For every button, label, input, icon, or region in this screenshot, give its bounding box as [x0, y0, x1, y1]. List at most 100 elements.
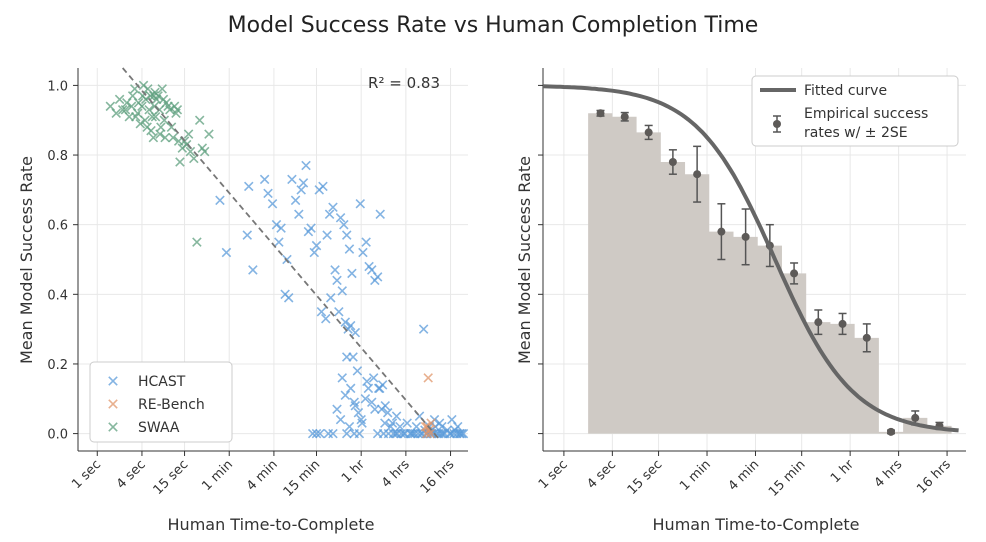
- swaa-point: [149, 91, 159, 101]
- x-tick-label: 15 min: [281, 457, 324, 500]
- y-tick-label: 0.0: [47, 428, 68, 443]
- hcast-point: [455, 428, 466, 439]
- hcast-point: [340, 317, 351, 327]
- left-y-axis-label: Mean Model Success Rate: [17, 156, 36, 364]
- swaa-point: [166, 122, 177, 132]
- swaa-point: [192, 237, 202, 247]
- hcast-point: [248, 265, 258, 275]
- hcast-point: [335, 414, 346, 425]
- hcast-point: [215, 195, 225, 206]
- swaa-point: [120, 105, 131, 115]
- hcast-point: [311, 240, 322, 251]
- hcast-point: [324, 209, 335, 220]
- swaa-point: [137, 91, 148, 101]
- swaa-point: [133, 98, 144, 108]
- hcast-point: [356, 414, 366, 425]
- hcast-point: [375, 209, 385, 220]
- hcast-point: [363, 383, 374, 394]
- hcast-point: [311, 428, 322, 439]
- right-legend: Fitted curve Empirical success rates w/ …: [751, 75, 959, 147]
- x-tick-label: 1 sec: [536, 457, 571, 492]
- hcast-point: [221, 247, 232, 258]
- x-tick-label: 16 hrs: [914, 457, 954, 497]
- right-legend-box: [751, 75, 959, 147]
- x-tick-label: 15 sec: [151, 457, 192, 498]
- hcast-point: [287, 174, 297, 185]
- hcast-point: [341, 352, 352, 362]
- legend-label: SWAA: [138, 420, 180, 436]
- fitted-curve: [542, 84, 959, 433]
- r-squared-label: R² = 0.83: [368, 74, 440, 92]
- swaa-point: [160, 132, 170, 143]
- hcast-point: [347, 268, 357, 279]
- right-x-axis-label: Human Time-to-Complete: [653, 515, 860, 534]
- re-bench-point: [420, 421, 431, 432]
- swaa-point: [135, 118, 146, 129]
- hcast-point: [387, 418, 398, 428]
- y-tick-label: 0.6: [47, 219, 68, 234]
- hcast-point: [374, 383, 385, 394]
- swaa-point: [185, 146, 196, 157]
- hcast-point: [332, 275, 342, 286]
- swaa-point: [194, 115, 205, 125]
- hcast-point: [357, 418, 367, 428]
- legend-label: HCAST: [138, 374, 186, 390]
- empirical-point: [814, 318, 823, 327]
- hcast-point: [344, 244, 355, 254]
- empirical-point: [596, 109, 605, 118]
- hcast-point: [332, 404, 342, 414]
- x-tick-label: 15 min: [766, 457, 809, 500]
- hcast-point: [306, 223, 316, 233]
- hcast-point: [361, 237, 371, 247]
- x-tick-label: 1 hr: [828, 457, 857, 486]
- hcast-point: [301, 160, 311, 171]
- empirical-point: [790, 269, 799, 278]
- empirical-point: [644, 128, 653, 137]
- hcast-point: [340, 390, 351, 401]
- hcast-point: [307, 428, 318, 439]
- figure-title: Model Success Rate vs Human Completion T…: [228, 13, 759, 38]
- hcast-point: [243, 181, 254, 192]
- swaa-point: [147, 111, 157, 122]
- hcast-point: [290, 195, 301, 206]
- hcast-point: [457, 428, 467, 439]
- x-tick-label: 4 min: [726, 457, 763, 494]
- y-tick-label: 1.0: [47, 79, 68, 94]
- binned-success-bars: [588, 113, 952, 434]
- swaa-point: [165, 105, 175, 115]
- swaa-point: [168, 132, 178, 143]
- swaa-point: [199, 146, 210, 157]
- hcast-point: [341, 230, 352, 240]
- hcast-point: [360, 394, 371, 404]
- left-y-ticks: 0.0 0.2 0.4 0.6 0.8 1.0: [47, 79, 78, 443]
- x-tick-label: 1 sec: [69, 457, 104, 492]
- hcast-point: [344, 421, 355, 432]
- hcast-point: [402, 418, 412, 428]
- x-tick-label: 4 sec: [584, 457, 619, 492]
- legend-empirical-label-line1: Empirical success: [804, 106, 928, 122]
- left-x-axis-label: Human Time-to-Complete: [168, 515, 375, 534]
- hcast-point: [334, 306, 344, 317]
- swaa-point: [150, 111, 161, 122]
- swaa-point: [140, 115, 150, 125]
- hcast-point: [345, 383, 356, 394]
- swaa-point: [153, 91, 163, 101]
- swaa-point: [146, 125, 156, 136]
- y-tick-label: 0.2: [47, 358, 68, 373]
- re-bench-point: [425, 428, 435, 439]
- hcast-point: [321, 313, 331, 324]
- hcast-point: [316, 306, 327, 317]
- hcast-point: [339, 219, 349, 230]
- legend-empirical-label-line2: rates w/ ± 2SE: [804, 125, 908, 141]
- x-tick-label: 4 hrs: [379, 457, 413, 491]
- hcast-point: [296, 185, 306, 195]
- swaa-point: [175, 157, 185, 167]
- hcast-point: [458, 428, 469, 439]
- hcast-point: [337, 373, 348, 383]
- regression-line: [121, 67, 442, 442]
- left-legend-box: [89, 361, 233, 443]
- hcast-point: [376, 404, 387, 414]
- hcast-point: [337, 286, 348, 296]
- hcast-point: [452, 421, 463, 432]
- hcast-point: [335, 212, 346, 223]
